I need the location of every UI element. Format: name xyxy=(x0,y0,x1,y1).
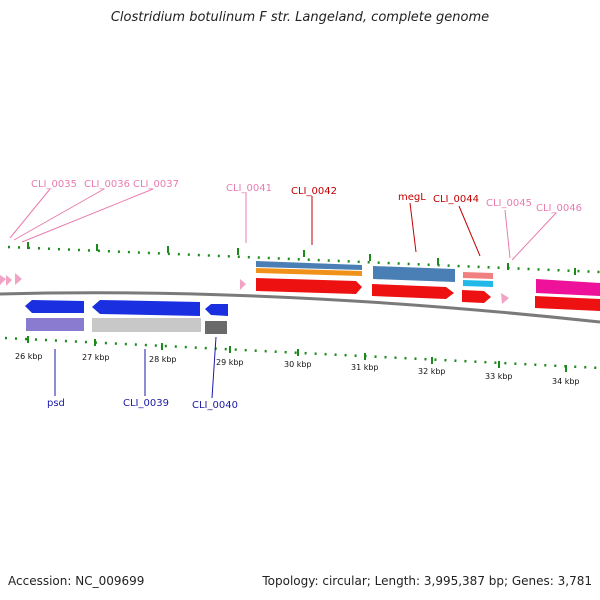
gene-label-psd[interactable]: psd xyxy=(47,398,65,409)
gene-cli-0039-blue[interactable] xyxy=(92,300,200,316)
gene-cli-0042-red[interactable] xyxy=(256,278,362,294)
tick-label: 30 kbp xyxy=(284,360,312,369)
leader-line xyxy=(13,188,105,241)
gene-arrow-pink[interactable] xyxy=(240,279,246,290)
gene-arrow-pink[interactable] xyxy=(0,275,6,285)
gene-label-cli-0036[interactable]: CLI_0036 xyxy=(84,179,130,190)
leader-line xyxy=(504,209,511,259)
gene-label-cli-0040[interactable]: CLI_0040 xyxy=(192,400,238,411)
tick-label: 31 kbp xyxy=(351,363,379,372)
gene-cli-0040-blue[interactable] xyxy=(205,304,228,316)
map-title: Clostridium botulinum F str. Langeland, … xyxy=(110,10,490,25)
gene-megl-red[interactable] xyxy=(372,284,454,299)
reverse-strand-genes xyxy=(25,300,228,334)
top-label-leaders xyxy=(9,188,557,261)
leader-line xyxy=(21,188,154,243)
lower-tick-row xyxy=(4,336,600,372)
gene-cli-0039-grey[interactable] xyxy=(92,318,201,332)
tick-label: 28 kbp xyxy=(149,355,177,364)
top-gene-labels: CLI_0035 CLI_0036 CLI_0037 CLI_0041 CLI_… xyxy=(31,179,582,214)
genome-backbone xyxy=(0,291,600,324)
bottom-gene-labels: psd CLI_0039 CLI_0040 xyxy=(47,398,238,411)
tick-label: 33 kbp xyxy=(485,372,513,381)
leader-line xyxy=(409,202,417,253)
tick-label: 34 kbp xyxy=(552,377,580,386)
gene-label-cli-0037[interactable]: CLI_0037 xyxy=(133,179,179,190)
leader-line xyxy=(458,205,481,257)
gene-label-cli-0041[interactable]: CLI_0041 xyxy=(226,183,272,194)
gene-cli-0042-steel[interactable] xyxy=(256,261,362,270)
upper-tick-row xyxy=(7,242,600,275)
kbp-tick-labels: 26 kbp 27 kbp 28 kbp 29 kbp 30 kbp 31 kb… xyxy=(15,352,580,386)
gene-psd-lavender[interactable] xyxy=(26,318,84,331)
gene-cli-0044-cyan[interactable] xyxy=(463,280,493,287)
leader-line xyxy=(211,336,217,399)
bottom-label-leaders xyxy=(54,336,217,399)
gene-label-cli-0042[interactable]: CLI_0042 xyxy=(291,186,337,197)
tick-label: 27 kbp xyxy=(82,353,110,362)
gene-label-cli-0045[interactable]: CLI_0045 xyxy=(486,198,532,209)
gene-cli-0044-red[interactable] xyxy=(462,290,491,303)
gene-cli-0040-darkgrey[interactable] xyxy=(205,321,227,334)
gene-label-cli-0039[interactable]: CLI_0039 xyxy=(123,398,169,409)
gene-label-cli-0044[interactable]: CLI_0044 xyxy=(433,194,479,205)
tick-label: 29 kbp xyxy=(216,358,244,367)
gene-cli-0044-salmon[interactable] xyxy=(463,272,493,279)
gene-label-megl[interactable]: megL xyxy=(398,192,426,203)
leader-line xyxy=(9,188,51,239)
gene-cli-0042-orange[interactable] xyxy=(256,268,362,276)
leader-line xyxy=(511,212,557,261)
gene-cli-0046-red[interactable] xyxy=(535,296,600,311)
gene-label-cli-0046[interactable]: CLI_0046 xyxy=(536,203,582,214)
gene-arrow-pink[interactable] xyxy=(15,273,22,285)
gene-cli-0046-magenta[interactable] xyxy=(536,279,600,296)
accession-text: Accession: NC_009699 xyxy=(8,574,145,588)
gene-megl-steel[interactable] xyxy=(373,266,455,282)
tick-label: 32 kbp xyxy=(418,367,446,376)
forward-strand-genes xyxy=(0,261,600,311)
tick-label: 26 kbp xyxy=(15,352,43,361)
gene-arrow-pink[interactable] xyxy=(501,293,509,304)
gene-psd-blue[interactable] xyxy=(25,300,84,313)
topology-text: Topology: circular; Length: 3,995,387 bp… xyxy=(262,574,592,588)
gene-label-cli-0035[interactable]: CLI_0035 xyxy=(31,179,77,190)
gene-arrow-pink[interactable] xyxy=(6,275,12,286)
